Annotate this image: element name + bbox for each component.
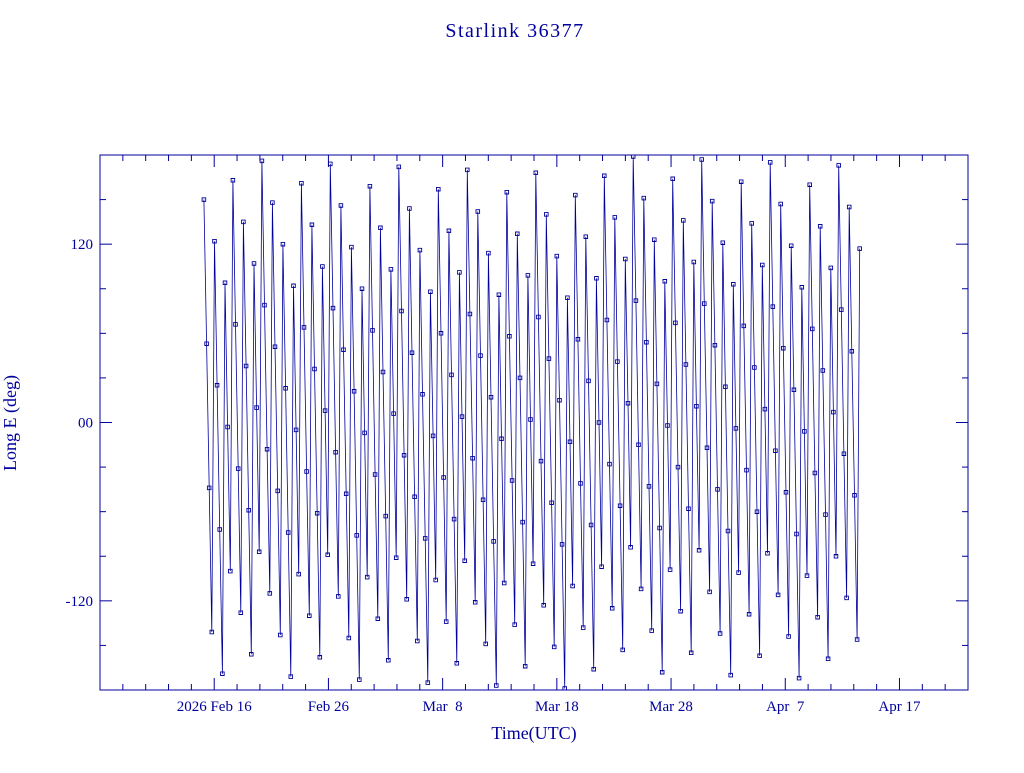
y-tick-label: 120	[71, 237, 94, 253]
series-polyline	[203, 156, 861, 689]
x-axis-title: Time(UTC)	[491, 723, 576, 744]
y-axis-title: Long E (deg)	[0, 375, 21, 471]
x-tick-label: Mar 28	[649, 699, 693, 715]
x-tick-label: Mar 18	[535, 699, 579, 715]
y-tick-label: -120	[66, 594, 94, 610]
series-markers	[201, 155, 862, 690]
data-series	[201, 155, 862, 690]
x-tick-label: Apr 17	[878, 699, 921, 715]
y-tick-label: 00	[78, 416, 93, 432]
axis-ticks	[100, 155, 968, 690]
x-tick-label: Feb 26	[308, 699, 350, 715]
x-tick-label: 2026 Feb 16	[177, 699, 253, 715]
axis-tick-labels: 2026 Feb 16 Feb 26 Mar 8 Mar 18 Mar 28 Apr 7 A…	[66, 237, 922, 715]
chart-title: Starlink 36377	[445, 20, 584, 42]
x-tick-label: Mar 8	[423, 699, 463, 715]
x-tick-label: Apr 7	[766, 699, 805, 715]
